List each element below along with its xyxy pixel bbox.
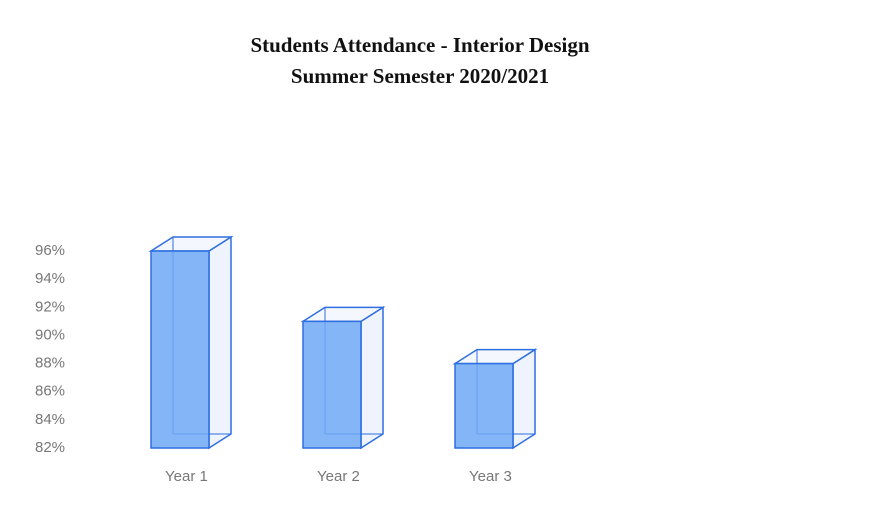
y-tick-label: 94% [35,270,65,287]
bar [454,362,514,449]
chart-subtitle: Summer Semester 2020/2021 [291,64,549,88]
y-tick-label: 92% [35,298,65,315]
bar-side [360,305,384,450]
y-tick-label: 82% [35,439,65,456]
y-tick-label: 90% [35,326,65,343]
bar [302,320,362,449]
bar [150,250,210,449]
bar-side [512,348,536,450]
y-tick-label: 88% [35,355,65,372]
x-tick-label: Year 3 [469,468,512,485]
bar-side [208,235,232,450]
y-tick-label: 86% [35,383,65,400]
y-tick-label: 84% [35,411,65,428]
x-tick-label: Year 1 [165,468,208,485]
x-tick-label: Year 2 [317,468,360,485]
y-tick-label: 96% [35,242,65,259]
chart-title: Students Attendance - Interior Design [250,33,589,57]
